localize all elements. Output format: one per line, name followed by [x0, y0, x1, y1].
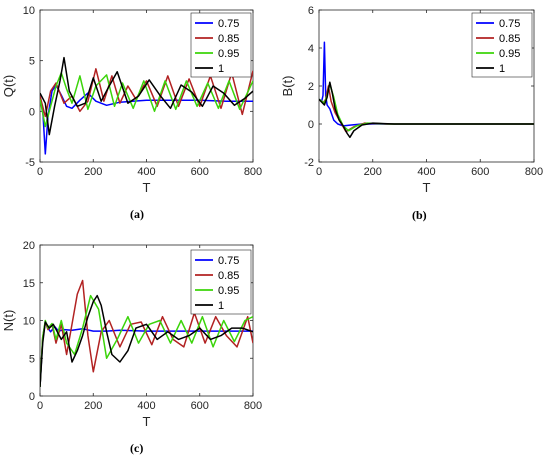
y-tick-label: 5 [29, 56, 35, 68]
x-tick-label: 400 [417, 166, 435, 178]
y-tick-label: 6 [308, 5, 314, 17]
y-tick-label: 10 [23, 316, 35, 328]
x-tick-label: 200 [84, 166, 102, 178]
legend-label: 0.85 [218, 270, 239, 282]
y-tick-label: -2 [304, 157, 314, 169]
y-tick-label: 0 [308, 119, 314, 131]
x-tick-label: 600 [471, 166, 489, 178]
y-axis-label: B(t) [280, 76, 295, 97]
series-line-1 [40, 294, 253, 387]
legend: 0.75 0.85 0.95 1 [190, 12, 252, 78]
x-tick-label: 0 [37, 166, 43, 178]
legend-label: 0.95 [499, 48, 520, 60]
legend-label: 0.75 [218, 18, 239, 30]
x-tick-label: 200 [364, 166, 382, 178]
series-line-1 [40, 56, 253, 136]
x-tick-label: 0 [316, 166, 322, 178]
panel-c: 0 200 400 600 800 0 5 10 15 20 T N(t) 0.75 0.85 0.95 1 [1, 240, 262, 429]
legend-label: 0.75 [499, 18, 520, 30]
y-tick-label: 0 [29, 106, 35, 118]
series-group [40, 279, 253, 387]
legend: 0.75 0.85 0.95 1 [190, 249, 252, 315]
y-tick-label: -5 [25, 157, 35, 169]
caption-a: (a) [130, 207, 144, 221]
x-tick-label: 400 [137, 166, 155, 178]
legend-label: 0.75 [218, 255, 239, 267]
x-tick-label: 400 [137, 400, 155, 412]
x-tick-label: 600 [191, 400, 209, 412]
legend-label: 1 [218, 63, 224, 75]
x-axis-label: T [423, 180, 431, 195]
x-axis-label: T [143, 414, 151, 429]
x-tick-label: 800 [244, 166, 262, 178]
y-axis-label: Q(t) [1, 75, 16, 97]
series-group [319, 41, 534, 139]
y-tick-label: 15 [23, 278, 35, 290]
x-tick-label: 0 [37, 400, 43, 412]
y-tick-label: 2 [308, 81, 314, 93]
legend: 0.75 0.85 0.95 1 [471, 12, 533, 78]
x-tick-label: 200 [84, 400, 102, 412]
legend-label: 0.95 [218, 48, 239, 60]
caption-b: (b) [412, 208, 427, 222]
series-line-1 [319, 81, 534, 139]
x-axis-label: T [143, 180, 151, 195]
y-tick-label: 5 [29, 353, 35, 365]
series-line-0.95 [40, 294, 253, 387]
legend-label: 1 [218, 300, 224, 312]
y-axis-label: N(t) [1, 310, 16, 332]
legend-label: 0.95 [218, 285, 239, 297]
x-tick-label: 800 [525, 166, 543, 178]
y-tick-label: 4 [308, 43, 314, 55]
y-tick-label: 0 [29, 391, 35, 403]
legend-label: 0.85 [499, 33, 520, 45]
legend-label: 1 [499, 63, 505, 75]
x-tick-label: 800 [244, 400, 262, 412]
legend-label: 0.85 [218, 33, 239, 45]
caption-c: (c) [130, 441, 143, 455]
x-tick-label: 600 [191, 166, 209, 178]
y-tick-label: 10 [23, 5, 35, 17]
y-tick-label: 20 [23, 240, 35, 252]
